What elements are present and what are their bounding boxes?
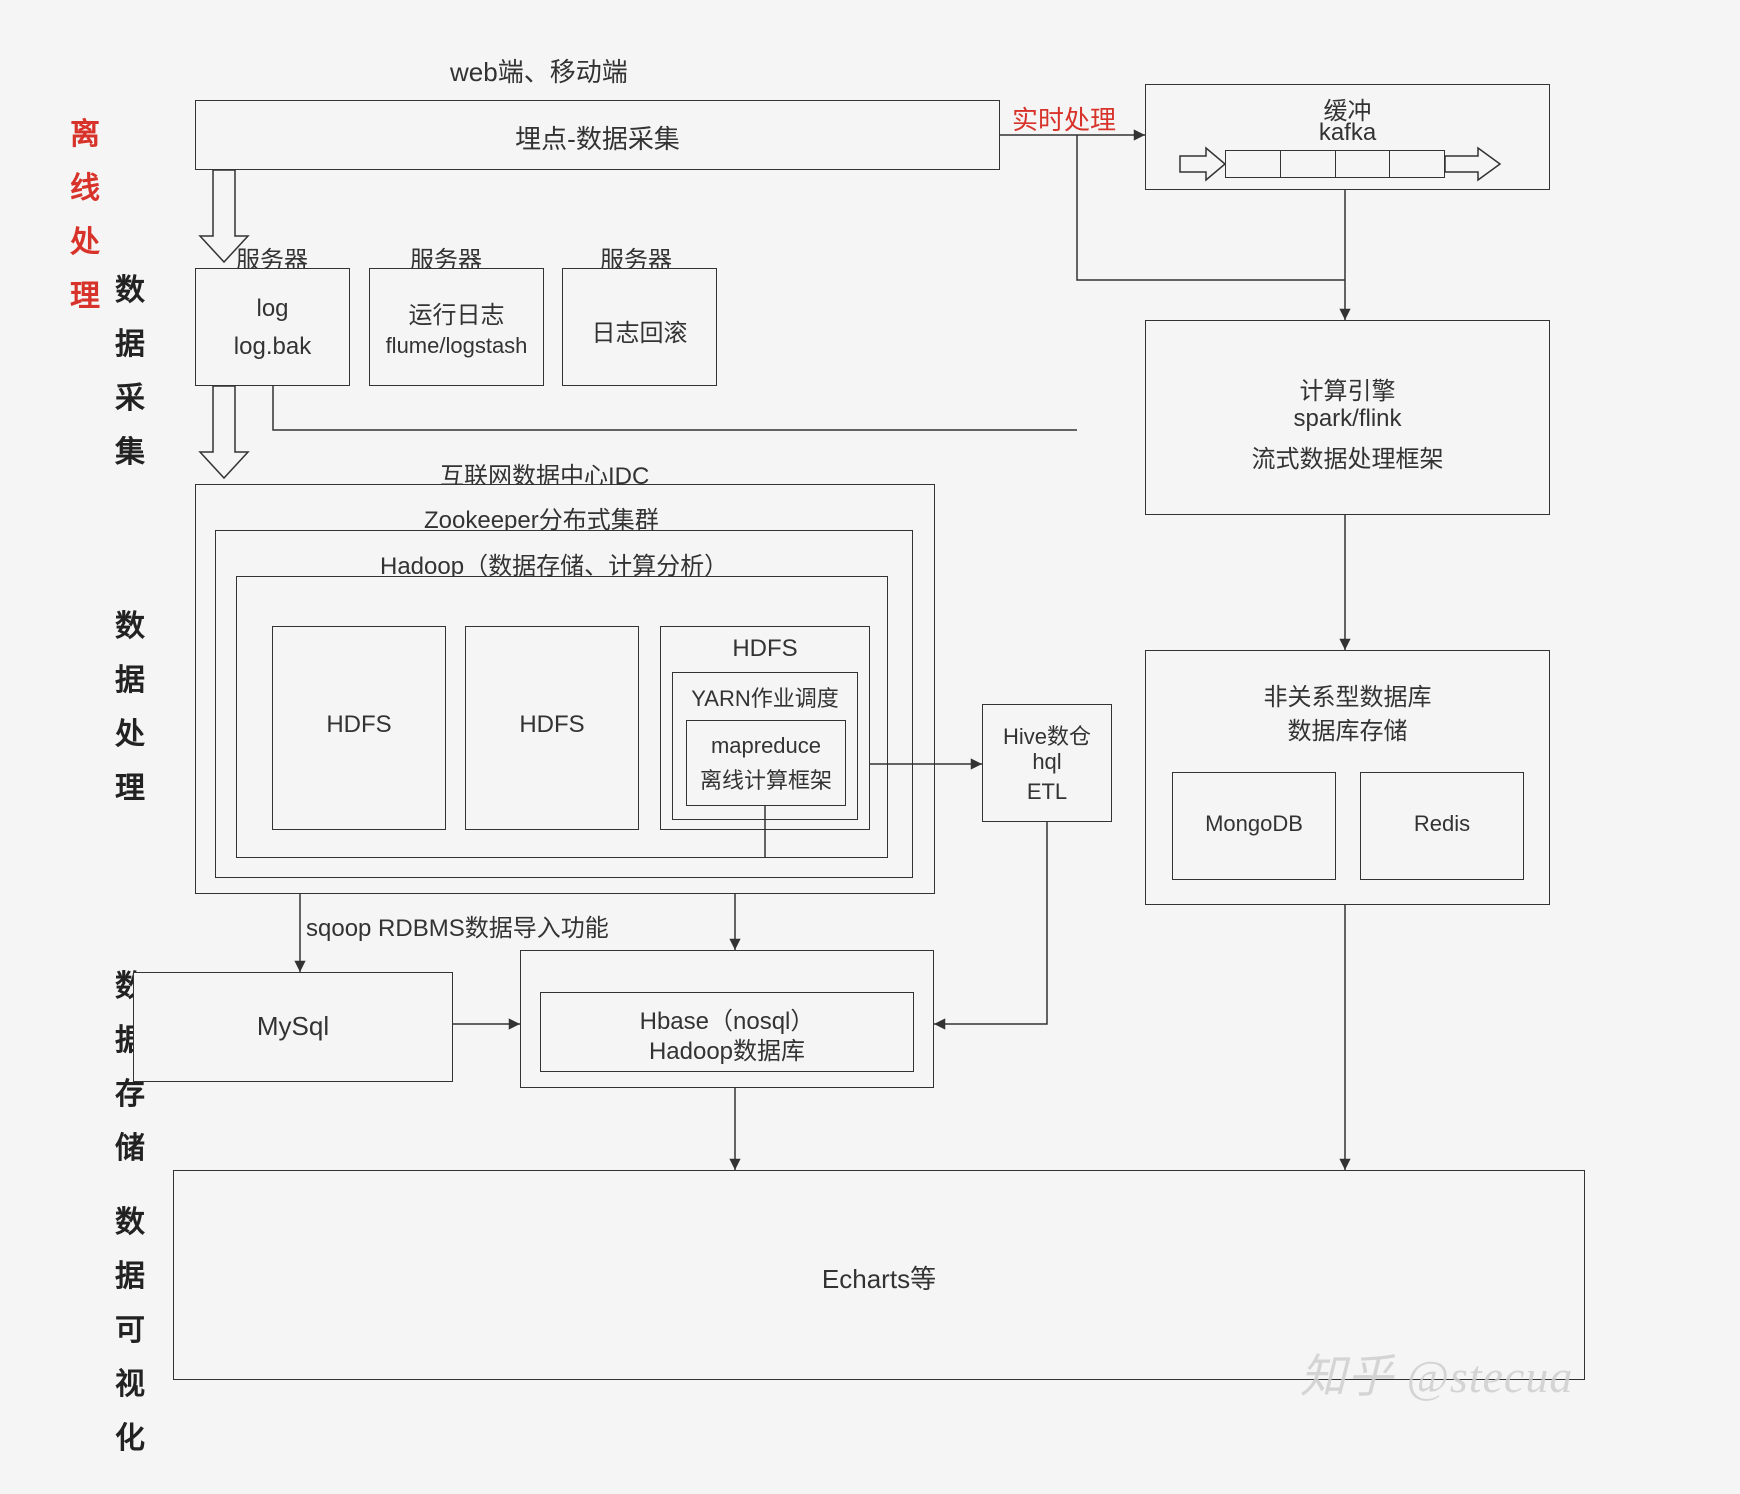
label-logbak: log.bak <box>196 333 349 361</box>
box-mongodb: MongoDB <box>1172 772 1336 880</box>
label-runlog: 运行日志 <box>370 295 543 330</box>
label-mysql: MySql <box>134 1011 452 1042</box>
queue-row <box>1225 150 1445 178</box>
label-mr2: 离线计算框架 <box>687 763 845 795</box>
label-mongo: MongoDB <box>1173 811 1335 837</box>
label-hbase2: Hadoop数据库 <box>541 1031 913 1066</box>
label-buffer-tech: kafka <box>1146 119 1549 147</box>
label-hdfs-3: HDFS <box>661 635 869 663</box>
label-realtime: 实时处理 <box>1012 100 1116 137</box>
label-echarts: Echarts等 <box>174 1259 1584 1296</box>
queue-cell <box>1390 150 1445 178</box>
box-mapreduce: mapreduce 离线计算框架 <box>686 720 846 806</box>
label-engine-1: 计算引擎 <box>1146 371 1549 406</box>
queue-cell <box>1225 150 1281 178</box>
label-hdfs-1: HDFS <box>273 711 445 739</box>
section-label-offline: 离线处理 <box>70 108 106 324</box>
box-server-log: log log.bak <box>195 268 350 386</box>
label-rollback: 日志回滚 <box>563 313 716 348</box>
label-sqoop: sqoop RDBMS数据导入功能 <box>306 908 609 943</box>
diagram-stage: 离线处理 数据采集 数据处理 数据存储 数据可视化 web端、移动端 实时处理 … <box>0 0 1740 1494</box>
box-hive: Hive数仓 hql ETL <box>982 704 1112 822</box>
label-web-mobile: web端、移动端 <box>450 52 628 89</box>
label-hive2: hql <box>983 749 1111 775</box>
label-hive3: ETL <box>983 779 1111 805</box>
label-flume: flume/logstash <box>370 333 543 359</box>
label-redis: Redis <box>1361 811 1523 837</box>
section-label-viz: 数据可视化 <box>115 1196 151 1466</box>
label-tracking: 埋点-数据采集 <box>196 119 999 156</box>
box-tracking: 埋点-数据采集 <box>195 100 1000 170</box>
label-engine-2: spark/flink <box>1146 405 1549 433</box>
section-label-collect: 数据采集 <box>115 264 151 480</box>
box-redis: Redis <box>1360 772 1524 880</box>
box-mysql: MySql <box>133 972 453 1082</box>
queue-cell <box>1336 150 1391 178</box>
arrow-hive-to-hbase <box>934 822 1047 1024</box>
box-server-rollback: 日志回滚 <box>562 268 717 386</box>
line-servers-to-realtime <box>273 386 1077 430</box>
box-hdfs-2: HDFS <box>465 626 639 830</box>
label-nosql2: 数据库存储 <box>1146 711 1549 746</box>
box-engine: 计算引擎 spark/flink 流式数据处理框架 <box>1145 320 1550 515</box>
section-label-process: 数据处理 <box>115 600 151 816</box>
hollow-arrow-servers-to-idc <box>200 386 248 478</box>
label-hdfs-2: HDFS <box>466 711 638 739</box>
label-hive1: Hive数仓 <box>983 719 1111 751</box>
box-hdfs-1: HDFS <box>272 626 446 830</box>
label-engine-3: 流式数据处理框架 <box>1146 439 1549 474</box>
queue-cell <box>1281 150 1336 178</box>
watermark: 知乎 @stecua <box>1300 1340 1573 1406</box>
label-log: log <box>196 295 349 323</box>
label-yarn: YARN作业调度 <box>673 681 857 713</box>
box-server-runlog: 运行日志 flume/logstash <box>369 268 544 386</box>
label-nosql1: 非关系型数据库 <box>1146 677 1549 712</box>
box-hbase-inner: Hbase（nosql） Hadoop数据库 <box>540 992 914 1072</box>
label-mr1: mapreduce <box>687 733 845 759</box>
